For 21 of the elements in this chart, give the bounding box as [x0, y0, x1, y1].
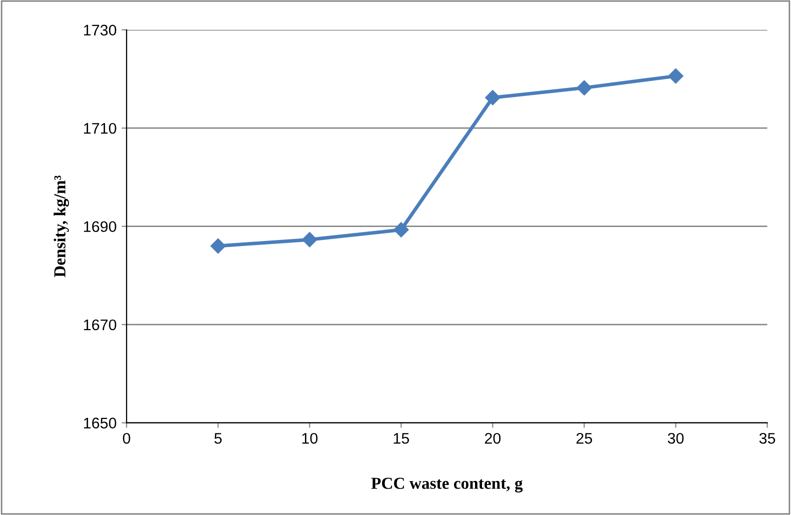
point: [485, 90, 500, 106]
x-tick-label: 15: [394, 433, 410, 444]
x-tick-label: 25: [576, 432, 592, 444]
x-tick-label: 35: [759, 432, 776, 444]
point: [394, 222, 409, 238]
y-tick-label: 1710: [84, 122, 116, 134]
y-tick-label: 1650: [84, 418, 116, 428]
y-tick-label: 1730: [84, 24, 116, 36]
point: [210, 238, 226, 254]
x-tick-label: 10: [302, 432, 318, 444]
point: [668, 68, 684, 84]
y-tick-label: 1690: [84, 221, 116, 232]
point: [302, 232, 318, 248]
x-tick-label: 30: [668, 432, 684, 444]
y-tick-label: 1670: [84, 319, 116, 330]
x-tick-label: 0: [122, 432, 130, 444]
y-axis-title: Density, kg/m³: [54, 176, 69, 278]
x-tick-label: 5: [214, 433, 222, 444]
point: [576, 80, 592, 96]
x-tick-label: 20: [484, 432, 501, 444]
x-axis-title: PCC waste content, g: [371, 478, 523, 492]
